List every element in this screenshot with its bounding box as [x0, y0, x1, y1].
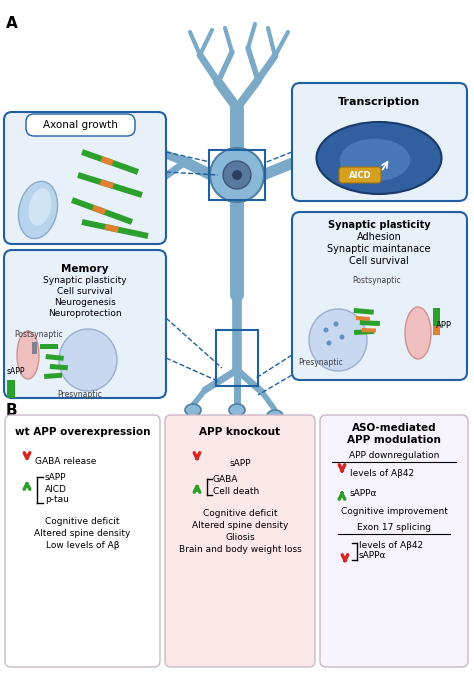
Ellipse shape	[405, 307, 431, 359]
Polygon shape	[104, 224, 119, 233]
Ellipse shape	[323, 327, 328, 333]
Ellipse shape	[229, 404, 245, 416]
Text: p-tau: p-tau	[45, 495, 69, 504]
Bar	[7, 380, 15, 398]
FancyBboxPatch shape	[292, 212, 467, 380]
Text: sAPPα: sAPPα	[359, 551, 386, 560]
Text: GABA release: GABA release	[35, 456, 96, 466]
FancyBboxPatch shape	[26, 114, 135, 136]
Ellipse shape	[223, 161, 251, 189]
FancyBboxPatch shape	[4, 250, 166, 398]
Bar	[46, 354, 64, 361]
Ellipse shape	[17, 331, 39, 379]
Polygon shape	[100, 156, 114, 166]
Bar	[354, 329, 374, 335]
FancyBboxPatch shape	[5, 415, 160, 667]
Text: AICD: AICD	[349, 171, 371, 180]
Bar	[362, 328, 376, 333]
Ellipse shape	[339, 138, 411, 182]
Text: Axonal growth: Axonal growth	[43, 120, 118, 130]
Text: Neuroprotection: Neuroprotection	[48, 309, 122, 318]
Polygon shape	[77, 172, 143, 198]
Polygon shape	[82, 219, 149, 239]
Polygon shape	[81, 149, 139, 175]
Text: Cell survival: Cell survival	[57, 287, 113, 296]
Bar	[360, 320, 380, 326]
Text: Synaptic plasticity: Synaptic plasticity	[43, 276, 127, 285]
Bar	[354, 308, 374, 315]
Text: Presynaptic: Presynaptic	[298, 358, 343, 367]
Text: sAPPα: sAPPα	[350, 489, 377, 499]
Text: Postsynaptic: Postsynaptic	[352, 276, 401, 285]
Text: Cell death: Cell death	[213, 487, 259, 495]
Text: Low levels of Aβ: Low levels of Aβ	[46, 541, 119, 550]
Text: levels of Aβ42: levels of Aβ42	[350, 470, 414, 479]
Text: B: B	[6, 403, 18, 418]
Ellipse shape	[309, 309, 367, 371]
Text: AICD: AICD	[45, 485, 67, 493]
Text: Memory: Memory	[61, 264, 109, 274]
Text: Transcription: Transcription	[338, 97, 420, 107]
Bar	[50, 364, 68, 371]
FancyBboxPatch shape	[165, 415, 315, 667]
Polygon shape	[71, 197, 133, 225]
FancyBboxPatch shape	[4, 112, 166, 244]
Text: sAPP: sAPP	[7, 367, 26, 377]
Ellipse shape	[327, 340, 331, 346]
Text: Cognitive deficit: Cognitive deficit	[203, 509, 277, 518]
Text: Postsynaptic: Postsynaptic	[14, 330, 63, 339]
Text: Altered spine density: Altered spine density	[34, 529, 131, 538]
Text: A: A	[6, 16, 18, 31]
Text: APP modulation: APP modulation	[347, 435, 441, 445]
Ellipse shape	[59, 329, 117, 391]
Text: Gliosis: Gliosis	[225, 533, 255, 542]
FancyBboxPatch shape	[339, 167, 381, 183]
Ellipse shape	[267, 410, 283, 422]
Ellipse shape	[210, 148, 264, 202]
Text: Neurogenesis: Neurogenesis	[54, 298, 116, 307]
Text: APP downregulation: APP downregulation	[349, 451, 439, 460]
Text: Altered spine density: Altered spine density	[192, 521, 288, 530]
Text: Exon 17 splicing: Exon 17 splicing	[357, 523, 431, 532]
Text: Synaptic plasticity: Synaptic plasticity	[328, 220, 430, 230]
Text: Presynaptic: Presynaptic	[58, 390, 102, 399]
Polygon shape	[100, 179, 114, 189]
Text: Brain and body weight loss: Brain and body weight loss	[179, 545, 301, 554]
Ellipse shape	[317, 122, 441, 194]
Ellipse shape	[18, 182, 57, 239]
Ellipse shape	[185, 404, 201, 416]
Text: APP: APP	[436, 321, 452, 329]
Text: Cognitive deficit: Cognitive deficit	[45, 517, 120, 526]
Bar	[32, 342, 37, 354]
Text: GABA: GABA	[213, 475, 238, 485]
Text: wt APP overexpression: wt APP overexpression	[15, 427, 150, 437]
Text: Synaptic maintanace: Synaptic maintanace	[327, 244, 431, 254]
Ellipse shape	[339, 335, 345, 340]
Bar	[356, 316, 370, 321]
Bar	[433, 308, 440, 326]
Text: levels of Aβ42: levels of Aβ42	[359, 541, 423, 549]
Text: Cell survival: Cell survival	[349, 256, 409, 266]
Bar	[44, 373, 62, 379]
Ellipse shape	[28, 188, 52, 225]
Bar	[40, 344, 58, 349]
Bar	[433, 326, 440, 335]
Ellipse shape	[232, 170, 242, 180]
Ellipse shape	[334, 321, 338, 327]
Text: sAPP: sAPP	[45, 473, 66, 483]
Text: APP knockout: APP knockout	[200, 427, 281, 437]
Text: sAPP: sAPP	[229, 458, 251, 468]
FancyBboxPatch shape	[292, 83, 467, 201]
Polygon shape	[92, 205, 106, 215]
Text: Cognitive improvement: Cognitive improvement	[340, 507, 447, 516]
FancyBboxPatch shape	[320, 415, 468, 667]
Text: ASO-mediated: ASO-mediated	[352, 423, 436, 433]
Text: Adhesion: Adhesion	[356, 232, 401, 242]
